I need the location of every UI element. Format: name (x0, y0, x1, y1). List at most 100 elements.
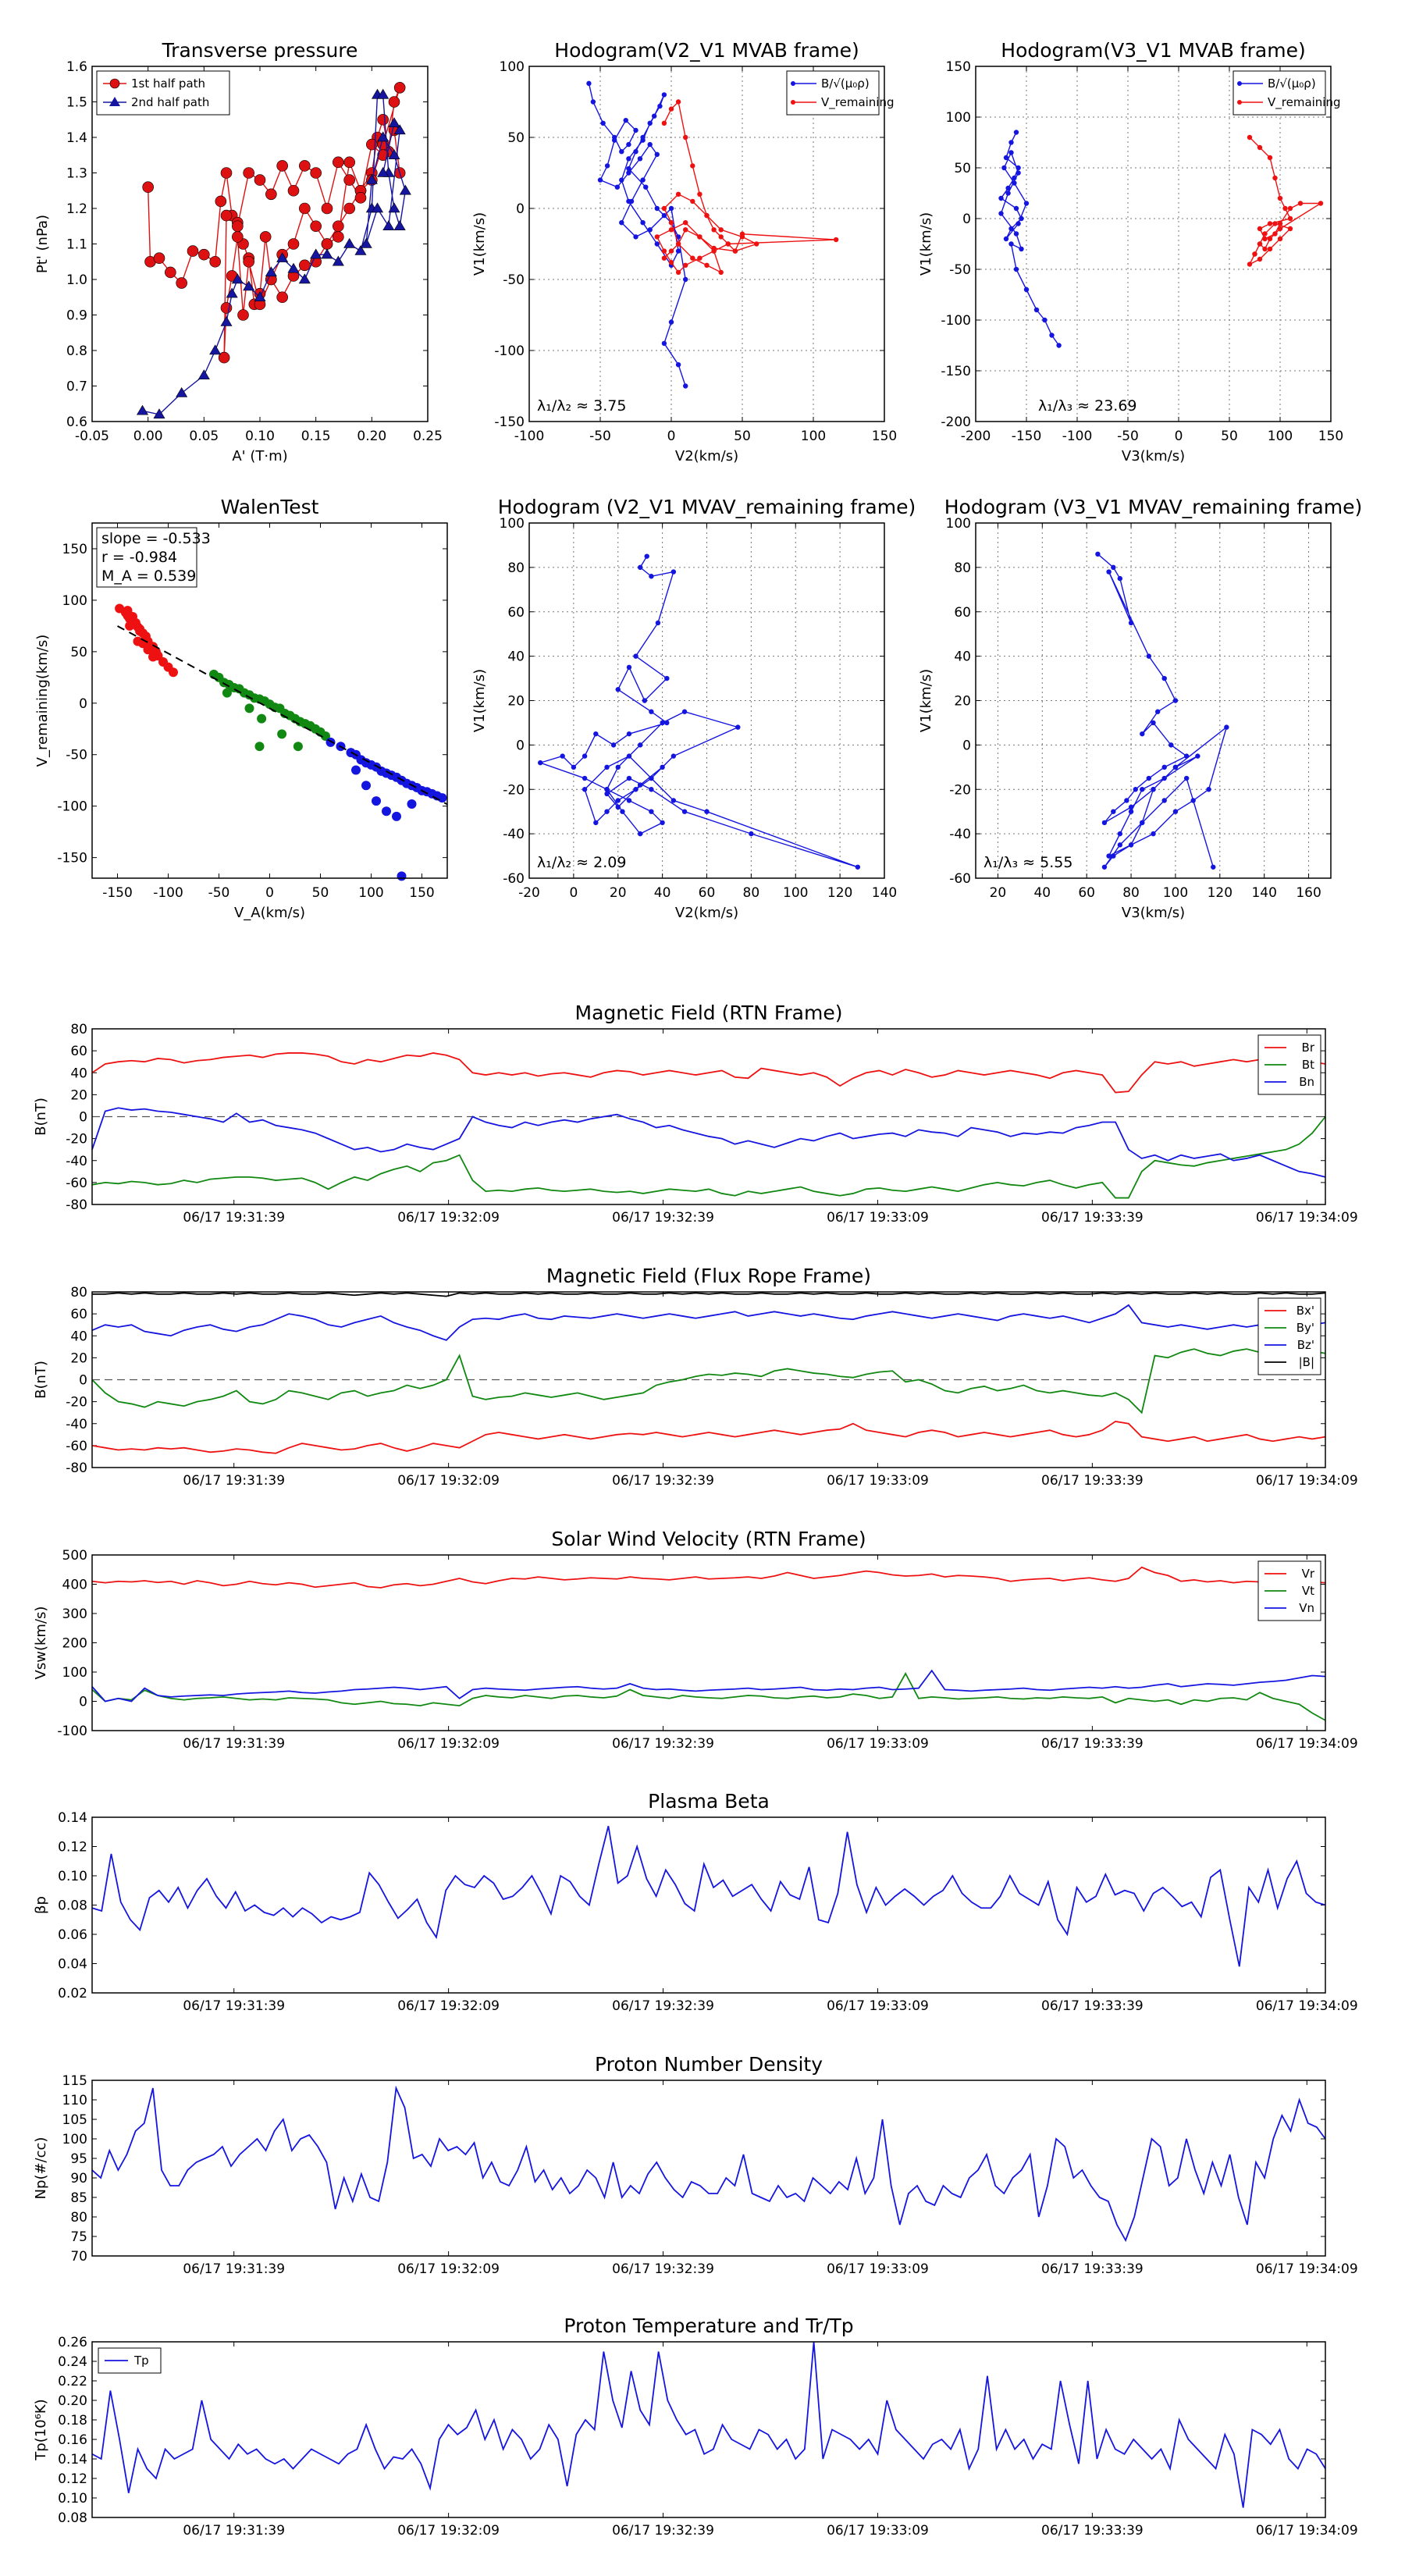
data-point (675, 362, 681, 368)
data-point (142, 181, 154, 193)
y-tick-label: 0.12 (58, 2471, 87, 2487)
data-point (668, 259, 674, 265)
y-tick-label: 0.02 (58, 1986, 87, 2001)
x-axis-label: A' (T·m) (232, 448, 287, 464)
data-point (1001, 165, 1007, 171)
data-point (637, 782, 643, 788)
series-line-v (538, 556, 859, 868)
data-point (661, 205, 667, 212)
eigen-ratio-label: λ₁/λ₃ ≈ 5.55 (984, 854, 1072, 871)
data-point (661, 340, 667, 347)
data-point (1154, 709, 1161, 714)
x-tick-label: 06/17 19:32:39 (612, 1210, 714, 1226)
data-point (1318, 201, 1324, 206)
x-tick-label: 50 (734, 429, 751, 444)
data-point (1023, 201, 1030, 206)
data-point (1252, 251, 1257, 257)
data-point (998, 211, 1004, 216)
x-tick-label: 06/17 19:34:09 (1256, 1998, 1358, 2014)
data-point (637, 742, 643, 748)
data-point (683, 262, 688, 268)
plot-frame (91, 1028, 1326, 1205)
y-axis-label: Np(#/cc) (33, 2137, 49, 2200)
data-point (215, 195, 227, 208)
data-point (637, 831, 643, 837)
data-point (612, 137, 617, 143)
series-line-bt (91, 1115, 1326, 1199)
data-point (437, 793, 447, 803)
data-point (626, 141, 631, 148)
y-tick-label: -50 (503, 272, 525, 288)
data-point (600, 120, 606, 126)
data-point (220, 316, 233, 326)
data-point (660, 820, 665, 826)
data-point (604, 764, 610, 770)
data-point (226, 287, 238, 298)
hodo_v2v1_rem-chart: Hodogram (V2_V1 MVAV_remaining frame) -60… (471, 496, 916, 921)
data-point (276, 252, 289, 262)
data-point (1140, 731, 1145, 737)
data-point (310, 167, 322, 179)
data-point (1117, 831, 1123, 837)
legend-label: V_remaining (1268, 95, 1341, 110)
data-point (668, 248, 674, 254)
plot-frame (975, 66, 1332, 422)
data-point (360, 237, 372, 248)
legend-marker (791, 81, 795, 86)
data-point (407, 799, 417, 809)
data-point (1287, 226, 1293, 232)
data-point (332, 255, 344, 266)
y-tick-label: -60 (503, 871, 525, 887)
x-tick-label: 06/17 19:34:09 (1256, 2261, 1358, 2277)
x-tick-label: -50 (208, 885, 230, 901)
density-data (91, 2085, 1326, 2243)
data-point (1161, 798, 1167, 803)
y-tick-label: -40 (66, 1417, 87, 1432)
data-point (649, 787, 654, 792)
data-point (649, 709, 654, 714)
data-point (198, 248, 210, 261)
legend-label: Bn (1299, 1075, 1314, 1089)
data-point (637, 156, 643, 162)
y-tick-label: 80 (70, 1022, 87, 1037)
legend-label: Bt (1302, 1058, 1314, 1072)
y-axis-label: V1(km/s) (918, 669, 934, 732)
series-line-tp (91, 2341, 1326, 2508)
data-point (664, 675, 670, 681)
x-tick-label: 150 (872, 429, 897, 444)
temp-chart: Proton Temperature and Tr/Tp 0.08 0.10 0.12… (33, 2314, 1358, 2539)
y-tick-label: 0.14 (58, 1810, 87, 1826)
data-point (675, 234, 681, 240)
data-point (668, 227, 674, 233)
data-point (397, 871, 407, 881)
data-point (661, 212, 667, 219)
x-tick-label: 50 (312, 885, 329, 901)
data-point (393, 124, 406, 135)
y-tick-label: 100 (62, 593, 87, 609)
legend-label: Vn (1299, 1601, 1314, 1615)
data-point (670, 753, 677, 759)
data-point (683, 134, 688, 141)
y-tick-label: 60 (70, 1044, 87, 1059)
series-line-v (1097, 553, 1228, 868)
data-point (1161, 775, 1167, 781)
data-point (1012, 175, 1017, 181)
data-point (265, 266, 277, 277)
data-point (1247, 134, 1253, 141)
y-tick-label: -200 (941, 415, 971, 430)
x-tick-label: -50 (589, 429, 611, 444)
data-point (351, 765, 361, 775)
data-point (1013, 231, 1019, 237)
x-tick-label: 06/17 19:33:09 (827, 2261, 929, 2277)
y-tick-label: -20 (66, 1132, 87, 1147)
data-point (1003, 236, 1009, 242)
x-tick-label: 06/17 19:33:39 (1041, 1736, 1144, 1752)
data-point (637, 564, 643, 571)
x-tick-label: 0 (1175, 429, 1183, 444)
x-tick-label: 06/17 19:33:09 (827, 1736, 929, 1752)
data-point (1262, 231, 1268, 237)
hodo_v2v1-data (586, 80, 839, 389)
data-point (333, 220, 344, 233)
x-axis-label: V_A(km/s) (234, 905, 305, 921)
x-tick-label: -100 (153, 885, 183, 901)
